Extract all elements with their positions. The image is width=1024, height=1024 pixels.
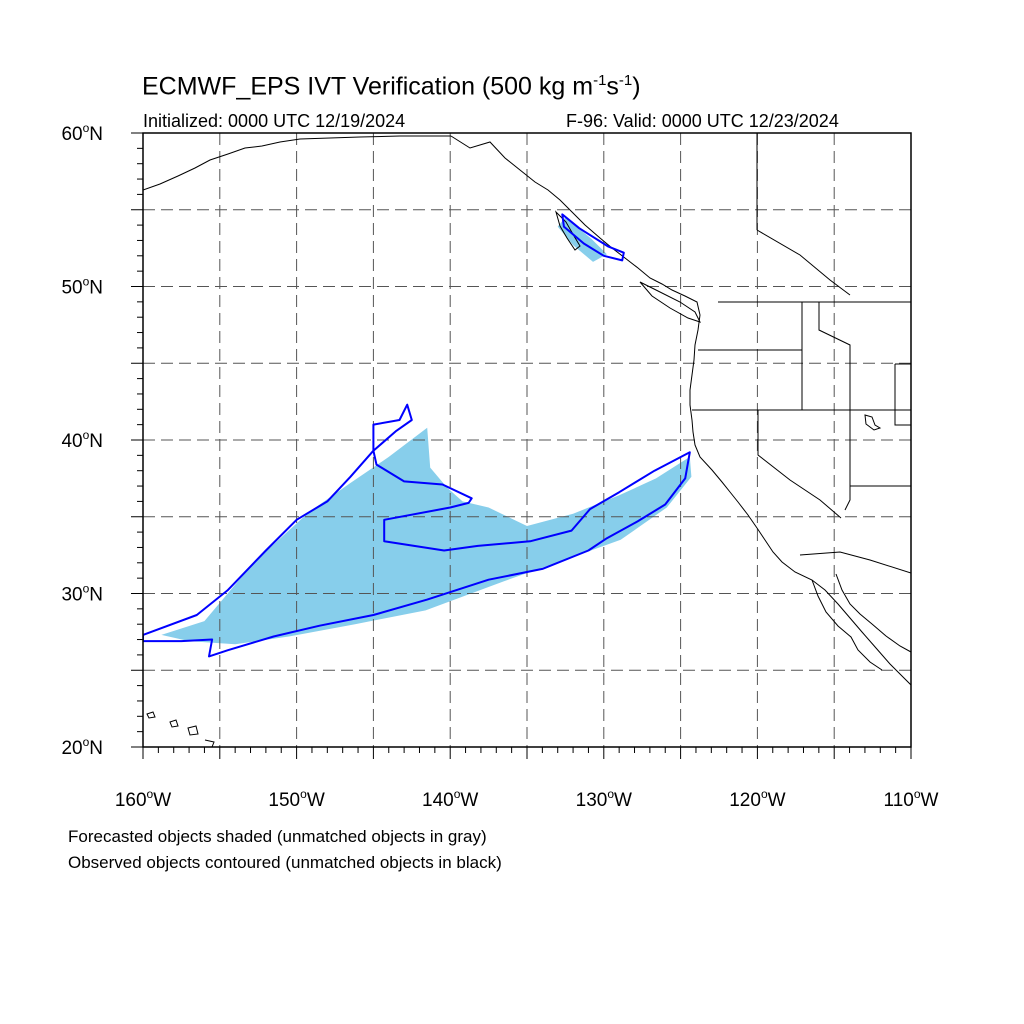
great-salt-lake bbox=[864, 414, 882, 431]
lon-label: 140oW bbox=[422, 787, 478, 811]
haida-gwaii-coast bbox=[554, 210, 581, 251]
axis-ticks bbox=[131, 132, 912, 759]
forecast-object-1 bbox=[161, 427, 692, 645]
us-mexico-border bbox=[799, 551, 911, 574]
map-figure: 60oN 50oN 40oN 30oN 20oN 160oW 150oW 140oW 130oW… bbox=[61, 121, 938, 811]
graticule bbox=[143, 133, 911, 747]
lon-label: 130oW bbox=[576, 787, 632, 811]
lon-label: 150oW bbox=[268, 787, 324, 811]
observed-contour-2 bbox=[561, 213, 625, 262]
washington-oregon-border bbox=[698, 349, 803, 410]
title-unit-s: s bbox=[606, 72, 619, 101]
forecast-objects bbox=[161, 217, 692, 645]
observed-contour-1 bbox=[143, 403, 691, 658]
nevada-utah-border bbox=[844, 410, 851, 511]
lat-label: 30oN bbox=[61, 582, 103, 606]
map-title: ECMWF_EPS IVT Verification (500 kg m-1s-… bbox=[142, 72, 641, 101]
title-exponent-2: -1 bbox=[618, 72, 633, 89]
observed-objects bbox=[143, 213, 691, 658]
lon-label: 110oW bbox=[884, 787, 939, 811]
title-prefix: ECMWF_EPS IVT Verification (500 kg m bbox=[142, 72, 594, 101]
valid-time-label: F-96: Valid: 0000 UTC 12/23/2024 bbox=[566, 111, 839, 131]
lat-label: 50oN bbox=[61, 275, 103, 299]
idaho-border bbox=[801, 302, 851, 410]
coastlines-and-borders bbox=[143, 133, 911, 747]
lat-label: 20oN bbox=[61, 735, 103, 759]
axis-labels: 60oN 50oN 40oN 30oN 20oN 160oW 150oW 140oW 130oW… bbox=[61, 121, 938, 811]
wyoming-border bbox=[894, 363, 911, 426]
lat-label: 60oN bbox=[61, 121, 103, 145]
vancouver-island-coast bbox=[639, 281, 701, 323]
title-suffix: ) bbox=[632, 72, 641, 101]
california-nevada-border bbox=[757, 410, 842, 519]
lon-label: 120oW bbox=[729, 787, 785, 811]
baja-california-coastline bbox=[811, 573, 911, 671]
alaska-coastline bbox=[143, 135, 451, 191]
hawaii-islands bbox=[146, 711, 215, 747]
us-canada-interior-border bbox=[756, 133, 851, 296]
forecast-legend-note: Forecasted objects shaded (unmatched obj… bbox=[68, 827, 487, 846]
forecast-object-2 bbox=[557, 217, 607, 262]
observed-legend-note: Observed objects contoured (unmatched ob… bbox=[68, 853, 502, 872]
title-exponent-1: -1 bbox=[593, 72, 607, 89]
lat-label: 40oN bbox=[61, 428, 103, 452]
initialized-label: Initialized: 0000 UTC 12/19/2024 bbox=[143, 111, 406, 131]
lon-label: 160oW bbox=[115, 787, 171, 811]
